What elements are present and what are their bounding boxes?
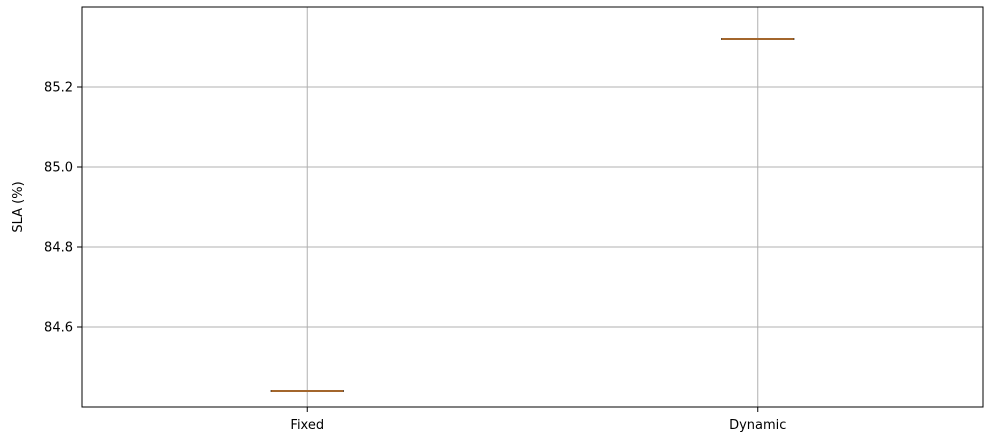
y-axis-label: SLA (%)	[11, 181, 26, 232]
x-tick-label: Fixed	[290, 418, 324, 433]
y-tick-label: 84.8	[44, 241, 73, 256]
x-tick-label: Dynamic	[729, 418, 786, 433]
grid-layer	[82, 7, 983, 407]
y-tick-label: 84.6	[44, 321, 73, 336]
marks-layer	[270, 38, 795, 392]
axes-frame	[81, 6, 984, 408]
box-dynamic	[721, 38, 795, 40]
x-ticks: Fixed Dynamic	[290, 407, 786, 433]
y-tick-label: 85.0	[44, 161, 73, 176]
box-fixed	[270, 390, 344, 392]
y-tick-label: 85.2	[44, 81, 73, 96]
y-ticks: 84.6 84.8 85.0 85.2	[44, 81, 82, 336]
